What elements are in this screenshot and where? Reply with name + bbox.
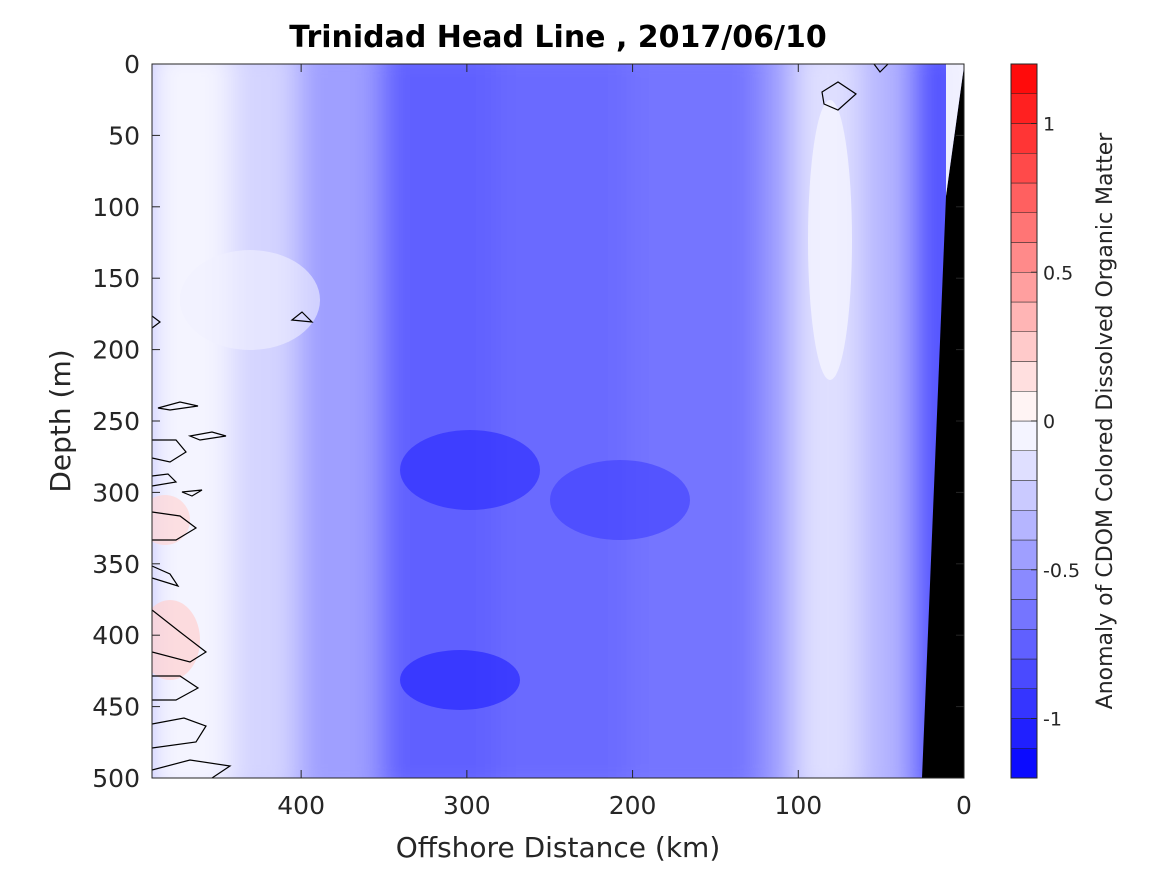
- contour-line: [290, 311, 314, 323]
- x-tick-label: 100: [774, 791, 822, 820]
- colorbar-level: [1010, 480, 1038, 511]
- y-tick-label: 150: [92, 264, 140, 293]
- colorbar-level: [1010, 599, 1038, 630]
- colorbar-level: [1010, 331, 1038, 362]
- colorbar-tick-label: -1: [1043, 709, 1062, 731]
- contour-line: [152, 439, 187, 463]
- contour-line: [873, 64, 889, 73]
- contour-line: [152, 511, 198, 541]
- colorbar-tick-label: 0: [1043, 411, 1055, 433]
- y-tick-label: 0: [124, 50, 140, 79]
- x-axis: 400 300 200 100 0: [277, 64, 972, 820]
- contour-line: [152, 675, 200, 701]
- anomaly-patch: [400, 430, 540, 510]
- colorbar-level: [1010, 63, 1038, 94]
- colorbar-tick-label: -0.5: [1043, 560, 1080, 582]
- contour-line: [181, 489, 203, 497]
- colorbar-level: [1010, 301, 1038, 332]
- colorbar-label: Anomaly of CDOM Colored Dissolved Organi…: [1093, 132, 1118, 710]
- contour-line: [152, 717, 207, 749]
- anomaly-patch: [400, 650, 520, 710]
- colorbar-level: [1010, 272, 1038, 303]
- plot-area: [152, 64, 964, 778]
- colorbar-level: [1010, 510, 1038, 541]
- colorbar-level: [1010, 391, 1038, 422]
- y-tick-label: 450: [92, 693, 140, 722]
- anomaly-patch: [808, 100, 852, 380]
- colorbar-level: [1010, 420, 1038, 451]
- colorbar-level: [1010, 450, 1038, 481]
- contour-line: [152, 315, 161, 329]
- y-tick-label: 250: [92, 407, 140, 436]
- colorbar-level: [1010, 212, 1038, 243]
- y-tick-label: 50: [108, 121, 140, 150]
- colorbar-level: [1010, 658, 1038, 689]
- chart-title: Trinidad Head Line , 2017/06/10: [289, 20, 826, 55]
- x-tick-label: 0: [956, 791, 972, 820]
- y-tick-label: 350: [92, 550, 140, 579]
- colorbar-level: [1010, 629, 1038, 660]
- colorbar-level: [1010, 748, 1038, 779]
- contour-line: [187, 431, 227, 441]
- coastal-white: [946, 64, 964, 196]
- field-band: [860, 64, 919, 778]
- anomaly-patch: [180, 250, 320, 350]
- y-axis: 0 50 100 150 200 250 300 350 400 450 500: [92, 50, 964, 793]
- colorbar-level: [1010, 153, 1038, 184]
- colorbar-level: [1010, 93, 1038, 124]
- colorbar: 1 0.5 0 -0.5 -1 Anomaly of CDOM Colored Diss…: [1010, 63, 1118, 779]
- x-tick-label: 200: [609, 791, 657, 820]
- colorbar-level: [1010, 688, 1038, 719]
- x-axis-label: Offshore Distance (km): [396, 831, 721, 864]
- contour-line: [152, 473, 178, 487]
- anomaly-patch: [152, 495, 190, 545]
- x-tick-label: 400: [277, 791, 325, 820]
- colorbar-levels: [1010, 63, 1038, 779]
- colorbar-level: [1010, 242, 1038, 273]
- contour-line: [152, 759, 232, 778]
- field-band: [628, 64, 770, 778]
- y-axis-label: Depth (m): [44, 349, 77, 492]
- y-tick-label: 100: [92, 193, 140, 222]
- anomaly-patch: [550, 460, 690, 540]
- field-band: [230, 64, 306, 778]
- contour-line: [152, 565, 180, 588]
- field-band: [496, 64, 637, 778]
- colorbar-tick-label: 1: [1043, 114, 1055, 136]
- colorbar-level: [1010, 182, 1038, 213]
- zero-contours: [152, 64, 889, 778]
- y-tick-label: 400: [92, 621, 140, 650]
- field-band: [297, 64, 388, 778]
- colorbar-level: [1010, 718, 1038, 749]
- contour-line: [152, 609, 208, 663]
- colorbar-tick-label: 0.5: [1043, 262, 1073, 284]
- y-tick-label: 200: [92, 336, 140, 365]
- bathymetry: [922, 66, 964, 778]
- colorbar-ticks: 1 0.5 0 -0.5 -1: [1031, 114, 1080, 731]
- colorbar-level: [1010, 123, 1038, 154]
- y-tick-label: 500: [92, 764, 140, 793]
- anomaly-patches: [152, 100, 852, 710]
- y-tick-label: 300: [92, 478, 140, 507]
- colorbar-level: [1010, 361, 1038, 392]
- colorbar-level: [1010, 539, 1038, 570]
- contour-line: [821, 81, 857, 111]
- x-tick-label: 300: [443, 791, 491, 820]
- colorbar-level: [1010, 569, 1038, 600]
- contour-line: [157, 401, 199, 411]
